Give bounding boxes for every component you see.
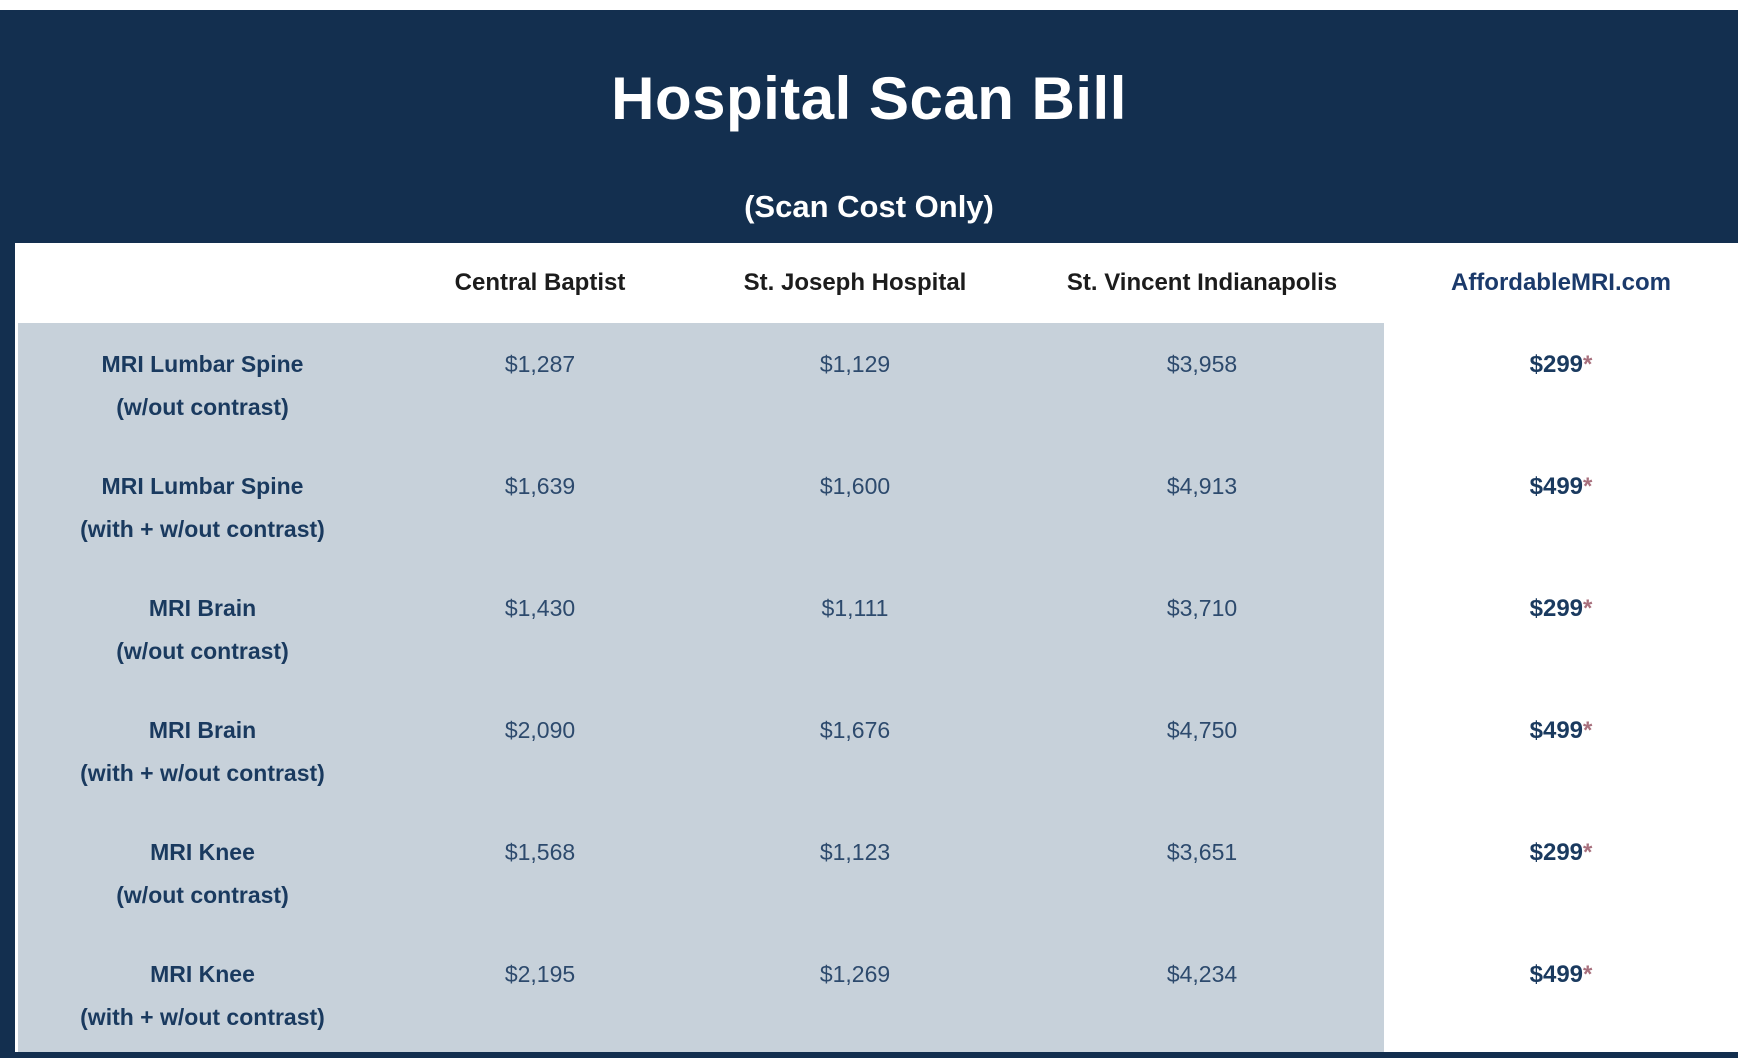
scan-name: MRI Knee xyxy=(150,839,255,865)
price-st-vincent: $4,913 xyxy=(1166,473,1238,499)
footnote-asterisk: * xyxy=(1583,351,1593,378)
scan-type-cell: MRI Brain (with + w/out contrast) xyxy=(15,689,390,811)
scan-name: MRI Lumbar Spine xyxy=(101,473,304,499)
scan-name: MRI Brain xyxy=(148,595,257,621)
column-header-st-vincent: St. Vincent Indianapolis xyxy=(1066,269,1338,296)
footnote-asterisk: * xyxy=(1583,717,1593,744)
footnote-asterisk: * xyxy=(1583,839,1593,866)
scan-variant: (w/out contrast) xyxy=(116,882,289,908)
table-header-row: Central Baptist St. Joseph Hospital St. … xyxy=(15,243,1738,323)
column-header-affordablemri-link[interactable]: AffordableMRI.com xyxy=(1450,269,1671,296)
price-central-baptist: $1,430 xyxy=(504,595,576,621)
gray-panel-background xyxy=(18,323,1384,1052)
price-comparison-card: Central Baptist St. Joseph Hospital St. … xyxy=(15,243,1738,1052)
table-body: MRI Lumbar Spine (w/out contrast) $1,287… xyxy=(15,323,1738,1052)
scan-variant: (w/out contrast) xyxy=(116,638,289,664)
table-row: MRI Knee (with + w/out contrast) $2,195 … xyxy=(15,933,1738,1052)
price-st-joseph: $1,129 xyxy=(819,351,891,377)
page-subtitle: (Scan Cost Only) xyxy=(744,189,994,224)
price-st-vincent: $4,234 xyxy=(1166,961,1238,987)
price-affordablemri: $299* xyxy=(1384,567,1738,689)
footnote-asterisk: * xyxy=(1583,961,1593,988)
price-affordablemri: $499* xyxy=(1384,933,1738,1052)
price-st-joseph: $1,111 xyxy=(821,595,889,621)
table-row: MRI Brain (w/out contrast) $1,430 $1,111… xyxy=(15,567,1738,689)
top-white-strip xyxy=(0,0,1738,10)
scan-name: MRI Knee xyxy=(150,961,255,987)
scan-type-cell: MRI Knee (with + w/out contrast) xyxy=(15,933,390,1052)
price-st-vincent: $3,710 xyxy=(1166,595,1238,621)
price-st-vincent: $3,651 xyxy=(1166,839,1238,865)
column-header-central-baptist: Central Baptist xyxy=(454,269,626,296)
price-central-baptist: $2,195 xyxy=(504,961,576,987)
scan-name: MRI Brain xyxy=(148,717,257,743)
scan-name: MRI Lumbar Spine xyxy=(101,351,304,377)
column-header-st-joseph: St. Joseph Hospital xyxy=(743,269,967,296)
scan-variant: (w/out contrast) xyxy=(116,394,289,420)
scan-variant: (with + w/out contrast) xyxy=(80,516,325,542)
footnote-asterisk: * xyxy=(1583,473,1593,500)
price-affordablemri: $499* xyxy=(1384,689,1738,811)
price-st-joseph: $1,676 xyxy=(819,717,891,743)
affordable-price: $499 xyxy=(1529,717,1584,744)
table-row: MRI Knee (w/out contrast) $1,568 $1,123 … xyxy=(15,811,1738,933)
table-row: MRI Lumbar Spine (w/out contrast) $1,287… xyxy=(15,323,1738,445)
footnote-asterisk: * xyxy=(1583,595,1593,622)
price-st-joseph: $1,600 xyxy=(819,473,891,499)
price-affordablemri: $499* xyxy=(1384,445,1738,567)
price-affordablemri: $299* xyxy=(1384,811,1738,933)
scan-type-cell: MRI Knee (w/out contrast) xyxy=(15,811,390,933)
table-row: MRI Brain (with + w/out contrast) $2,090… xyxy=(15,689,1738,811)
affordable-price: $499 xyxy=(1529,961,1584,988)
scan-type-cell: MRI Lumbar Spine (w/out contrast) xyxy=(15,323,390,445)
price-affordablemri: $299* xyxy=(1384,323,1738,445)
scan-variant: (with + w/out contrast) xyxy=(80,1004,325,1030)
header-band: Hospital Scan Bill (Scan Cost Only) xyxy=(0,10,1738,243)
affordable-price: $499 xyxy=(1529,473,1584,500)
price-central-baptist: $1,568 xyxy=(504,839,576,865)
price-st-vincent: $3,958 xyxy=(1166,351,1238,377)
price-central-baptist: $1,639 xyxy=(504,473,576,499)
scan-variant: (with + w/out contrast) xyxy=(80,760,325,786)
affordable-price: $299 xyxy=(1529,839,1584,866)
price-st-joseph: $1,123 xyxy=(819,839,891,865)
page-title: Hospital Scan Bill xyxy=(611,65,1127,132)
table-row: MRI Lumbar Spine (with + w/out contrast)… xyxy=(15,445,1738,567)
price-st-joseph: $1,269 xyxy=(819,961,891,987)
price-central-baptist: $1,287 xyxy=(504,351,576,377)
scan-type-cell: MRI Lumbar Spine (with + w/out contrast) xyxy=(15,445,390,567)
price-central-baptist: $2,090 xyxy=(504,717,576,743)
affordable-price: $299 xyxy=(1529,595,1584,622)
scan-type-cell: MRI Brain (w/out contrast) xyxy=(15,567,390,689)
price-st-vincent: $4,750 xyxy=(1166,717,1238,743)
affordable-price: $299 xyxy=(1529,351,1584,378)
